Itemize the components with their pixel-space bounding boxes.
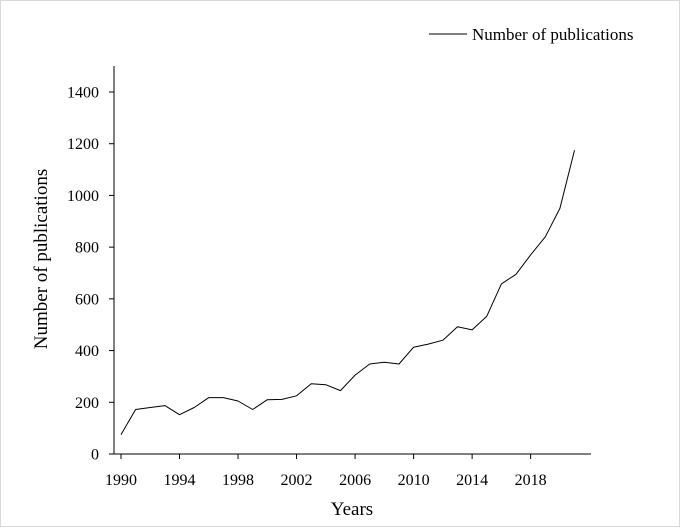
x-axis-ticks: 1990 1994 1998 2002 2006 2010 2014 2018 xyxy=(105,454,547,489)
y-tick-label: 0 xyxy=(91,447,99,464)
series-line-publications xyxy=(120,150,575,435)
y-axis-ticks: 0 200 400 600 800 1000 1200 1400 xyxy=(67,85,114,464)
x-tick-label: 1994 xyxy=(164,472,196,489)
y-tick-label: 200 xyxy=(75,395,99,412)
x-tick-label: 2002 xyxy=(281,472,313,489)
x-tick-label: 2006 xyxy=(339,472,371,489)
x-tick-label: 2010 xyxy=(398,472,430,489)
axes: 0 200 400 600 800 1000 1200 1400 1990 1994 1998 20… xyxy=(67,66,591,489)
y-tick-label: 1000 xyxy=(67,188,99,205)
x-tick-label: 2014 xyxy=(456,472,488,489)
y-tick-label: 1200 xyxy=(67,136,99,153)
x-tick-label: 1990 xyxy=(105,472,137,489)
series-layer xyxy=(120,150,575,435)
legend: Number of publications xyxy=(429,25,633,44)
y-tick-label: 800 xyxy=(75,240,99,257)
x-axis-title: Years xyxy=(331,499,373,520)
y-tick-label: 400 xyxy=(75,343,99,360)
x-tick-label: 2018 xyxy=(515,472,547,489)
y-axis-title: Number of publications xyxy=(31,169,52,349)
legend-label: Number of publications xyxy=(472,25,633,44)
y-tick-label: 600 xyxy=(75,291,99,308)
x-tick-label: 1998 xyxy=(222,472,254,489)
y-tick-label: 1400 xyxy=(67,85,99,102)
